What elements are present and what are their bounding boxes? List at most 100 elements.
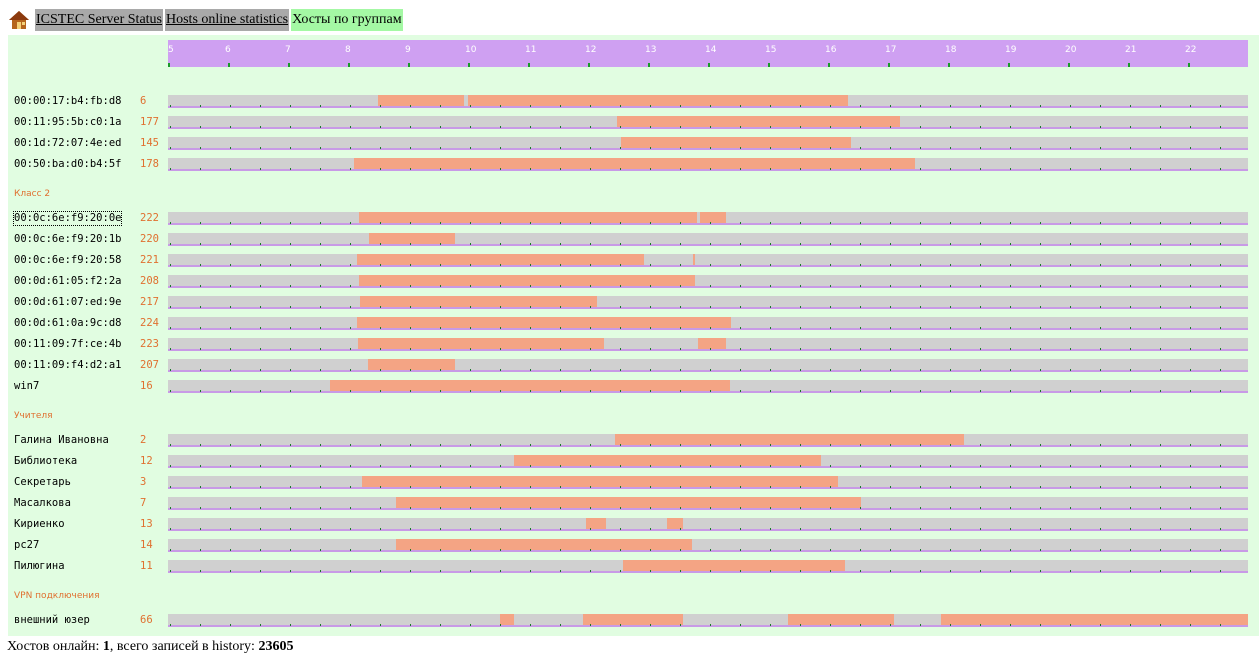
half-hour-tick	[890, 306, 891, 308]
nav-link-hosts-online-statistics[interactable]: Hosts online statistics	[165, 9, 290, 31]
half-hour-tick	[560, 444, 561, 446]
half-hour-tick	[590, 549, 591, 551]
half-hour-tick	[1190, 444, 1191, 446]
host-name-link[interactable]: 00:11:09:f4:d2:a1	[14, 359, 122, 371]
host-name-link[interactable]: win7	[14, 380, 40, 392]
half-hour-tick	[170, 369, 171, 371]
half-hour-tick	[440, 243, 441, 245]
half-hour-tick	[1160, 264, 1161, 266]
half-hour-tick	[920, 126, 921, 128]
host-row: 00:00:17:b4:fb:d8 6	[8, 95, 1259, 108]
host-name-link[interactable]: Масалкова	[14, 497, 71, 509]
half-hour-tick	[320, 147, 321, 149]
host-name-link[interactable]: 00:50:ba:d0:b4:5f	[14, 158, 122, 170]
half-hour-tick	[470, 306, 471, 308]
half-hour-tick	[380, 390, 381, 392]
host-name-link[interactable]: 00:0d:61:07:ed:9e	[14, 296, 122, 308]
half-hour-tick	[350, 624, 351, 626]
half-hour-tick	[320, 528, 321, 530]
host-name-link[interactable]: 00:0c:6e:f9:20:0e	[12, 211, 123, 226]
half-hour-tick	[470, 285, 471, 287]
half-hour-tick	[980, 390, 981, 392]
host-name-link[interactable]: внешний юзер	[14, 614, 90, 626]
half-hour-tick	[680, 486, 681, 488]
half-hour-tick	[740, 549, 741, 551]
half-hour-tick	[1010, 285, 1011, 287]
half-hour-tick	[560, 528, 561, 530]
host-row: 00:1d:72:07:4e:ed 145	[8, 137, 1259, 150]
half-hour-tick	[710, 486, 711, 488]
half-hour-tick	[200, 528, 201, 530]
host-name-link[interactable]: pc27	[14, 539, 40, 551]
half-hour-tick	[620, 624, 621, 626]
host-row: 00:0c:6e:f9:20:58 221	[8, 254, 1259, 267]
host-name-link[interactable]: 00:0d:61:0a:9c:d8	[14, 317, 122, 329]
host-row: win7 16	[8, 380, 1259, 393]
host-name-link[interactable]: 00:0d:61:05:f2:2a	[14, 275, 122, 287]
half-hour-tick	[980, 285, 981, 287]
half-hour-tick	[830, 390, 831, 392]
half-hour-tick	[380, 348, 381, 350]
host-name-link[interactable]: 00:11:95:5b:c0:1a	[14, 116, 122, 128]
half-hour-tick	[260, 549, 261, 551]
half-hour-tick	[170, 348, 171, 350]
host-name-link[interactable]: Кириенко	[14, 518, 65, 530]
half-hour-tick	[470, 147, 471, 149]
home-icon[interactable]	[8, 9, 30, 31]
host-name-link[interactable]: 00:11:09:7f:ce:4b	[14, 338, 122, 350]
half-hour-tick	[560, 147, 561, 149]
half-hour-tick	[1100, 486, 1101, 488]
half-hour-tick	[1190, 222, 1191, 224]
half-hour-tick	[800, 624, 801, 626]
host-name-link[interactable]: Секретарь	[14, 476, 71, 488]
host-name-link[interactable]: Библиотека	[14, 455, 78, 467]
host-name-link[interactable]: 00:0c:6e:f9:20:1b	[14, 233, 122, 245]
half-hour-tick	[1010, 306, 1011, 308]
half-hour-tick	[1190, 369, 1191, 371]
host-name-link[interactable]: 00:1d:72:07:4e:ed	[14, 137, 122, 149]
half-hour-tick	[740, 306, 741, 308]
half-hour-tick	[470, 465, 471, 467]
half-hour-tick	[440, 624, 441, 626]
half-hour-tick	[1220, 264, 1221, 266]
half-hour-tick	[920, 465, 921, 467]
half-hour-tick	[470, 222, 471, 224]
half-hour-tick	[620, 168, 621, 170]
half-hour-tick	[770, 105, 771, 107]
half-hour-tick	[470, 264, 471, 266]
nav-link-server-status[interactable]: ICSTEC Server Status	[35, 9, 163, 31]
hour-tick	[1188, 63, 1190, 67]
half-hour-tick	[740, 465, 741, 467]
host-name-link[interactable]: 00:00:17:b4:fb:d8	[14, 95, 122, 107]
half-hour-tick	[1130, 465, 1131, 467]
half-hour-tick	[1160, 369, 1161, 371]
host-row: 00:0d:61:0a:9c:d8 224	[8, 317, 1259, 330]
half-hour-tick	[650, 465, 651, 467]
half-hour-tick	[500, 624, 501, 626]
nav-link-hosts-by-groups[interactable]: Хосты по группам	[291, 9, 403, 31]
half-hour-tick	[680, 465, 681, 467]
host-row: 00:0c:6e:f9:20:1b 220	[8, 233, 1259, 246]
half-hour-tick	[650, 168, 651, 170]
online-interval	[369, 233, 455, 244]
half-hour-tick	[350, 264, 351, 266]
half-hour-tick	[170, 570, 171, 572]
host-name-link[interactable]: Галина Ивановна	[14, 434, 109, 446]
host-name-link[interactable]: Пилюгина	[14, 560, 65, 572]
half-hour-tick	[410, 285, 411, 287]
half-hour-tick	[1100, 369, 1101, 371]
host-name-link[interactable]: 00:0c:6e:f9:20:58	[14, 254, 122, 266]
half-hour-tick	[530, 507, 531, 509]
half-hour-tick	[1190, 147, 1191, 149]
half-hour-tick	[200, 243, 201, 245]
half-hour-tick	[1010, 444, 1011, 446]
half-hour-tick	[410, 168, 411, 170]
half-hour-tick	[1070, 369, 1071, 371]
half-hour-tick	[260, 348, 261, 350]
half-hour-tick	[800, 105, 801, 107]
half-hour-tick	[380, 306, 381, 308]
half-hour-tick	[950, 507, 951, 509]
half-hour-tick	[470, 507, 471, 509]
half-hour-tick	[1220, 486, 1221, 488]
half-hour-tick	[890, 327, 891, 329]
